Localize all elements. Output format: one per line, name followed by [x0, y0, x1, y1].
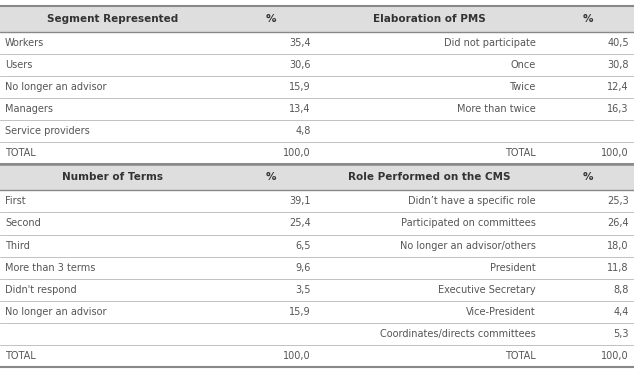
- Text: 40,5: 40,5: [607, 38, 629, 48]
- Text: No longer an advisor: No longer an advisor: [5, 82, 107, 92]
- Text: 30,8: 30,8: [607, 60, 629, 70]
- Text: TOTAL: TOTAL: [5, 351, 36, 361]
- Text: 9,6: 9,6: [295, 263, 311, 273]
- Text: No longer an advisor: No longer an advisor: [5, 307, 107, 317]
- Text: %: %: [583, 14, 593, 24]
- Text: First: First: [5, 196, 26, 206]
- Text: %: %: [266, 172, 276, 182]
- Text: 4,8: 4,8: [295, 126, 311, 136]
- Text: Users: Users: [5, 60, 32, 70]
- Text: 35,4: 35,4: [289, 38, 311, 48]
- Text: Second: Second: [5, 219, 41, 229]
- Text: 13,4: 13,4: [289, 104, 311, 114]
- Text: 100,0: 100,0: [601, 351, 629, 361]
- Text: 26,4: 26,4: [607, 219, 629, 229]
- Text: 18,0: 18,0: [607, 241, 629, 251]
- Text: 30,6: 30,6: [289, 60, 311, 70]
- Text: Coordinates/directs committees: Coordinates/directs committees: [380, 329, 536, 339]
- Text: 39,1: 39,1: [289, 196, 311, 206]
- Text: %: %: [266, 14, 276, 24]
- Text: Executive Secretary: Executive Secretary: [438, 285, 536, 295]
- Text: Didn’t have a specific role: Didn’t have a specific role: [408, 196, 536, 206]
- Text: 11,8: 11,8: [607, 263, 629, 273]
- Text: 100,0: 100,0: [283, 351, 311, 361]
- Text: Segment Represented: Segment Represented: [47, 14, 178, 24]
- Text: 25,4: 25,4: [289, 219, 311, 229]
- Text: 25,3: 25,3: [607, 196, 629, 206]
- Text: 100,0: 100,0: [283, 148, 311, 158]
- Text: 3,5: 3,5: [295, 285, 311, 295]
- Text: Number of Terms: Number of Terms: [62, 172, 163, 182]
- Text: More than 3 terms: More than 3 terms: [5, 263, 96, 273]
- Text: 12,4: 12,4: [607, 82, 629, 92]
- Text: 5,3: 5,3: [614, 329, 629, 339]
- Text: %: %: [583, 172, 593, 182]
- Text: Third: Third: [5, 241, 30, 251]
- Text: Didn't respond: Didn't respond: [5, 285, 77, 295]
- Text: Did not participate: Did not participate: [444, 38, 536, 48]
- Text: Participated on committees: Participated on committees: [401, 219, 536, 229]
- Text: Twice: Twice: [509, 82, 536, 92]
- Text: Elaboration of PMS: Elaboration of PMS: [373, 14, 486, 24]
- Text: Vice-President: Vice-President: [466, 307, 536, 317]
- Text: Managers: Managers: [5, 104, 53, 114]
- Bar: [0, 164, 634, 190]
- Text: No longer an advisor/others: No longer an advisor/others: [400, 241, 536, 251]
- Text: 15,9: 15,9: [289, 82, 311, 92]
- Text: More than twice: More than twice: [457, 104, 536, 114]
- Text: 4,4: 4,4: [614, 307, 629, 317]
- Text: TOTAL: TOTAL: [5, 148, 36, 158]
- Text: 16,3: 16,3: [607, 104, 629, 114]
- Text: TOTAL: TOTAL: [505, 148, 536, 158]
- Text: Service providers: Service providers: [5, 126, 90, 136]
- Text: Workers: Workers: [5, 38, 44, 48]
- Text: 15,9: 15,9: [289, 307, 311, 317]
- Text: TOTAL: TOTAL: [505, 351, 536, 361]
- Text: 8,8: 8,8: [614, 285, 629, 295]
- Bar: [0, 6, 634, 32]
- Text: President: President: [490, 263, 536, 273]
- Text: Once: Once: [510, 60, 536, 70]
- Text: Role Performed on the CMS: Role Performed on the CMS: [348, 172, 511, 182]
- Text: 100,0: 100,0: [601, 148, 629, 158]
- Text: 6,5: 6,5: [295, 241, 311, 251]
